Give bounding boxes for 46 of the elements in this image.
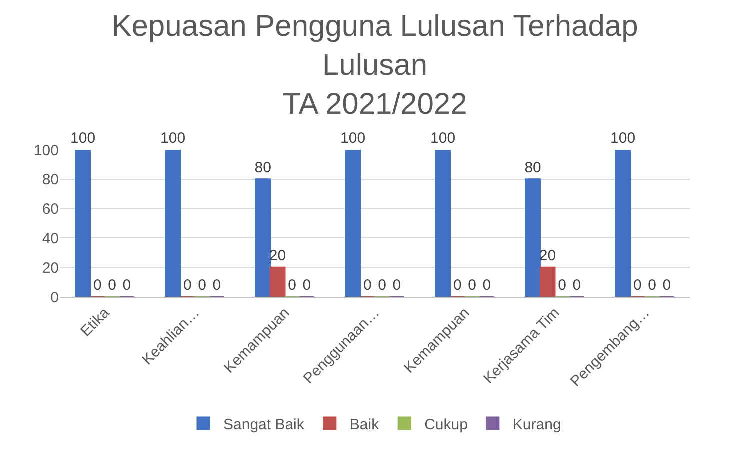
y-tick-label: 20 — [42, 260, 59, 277]
bar — [75, 150, 92, 297]
y-tick-label: 100 — [34, 142, 59, 160]
data-label: 0 — [364, 277, 372, 294]
data-label: 0 — [122, 277, 132, 294]
data-label: 0 — [634, 277, 642, 294]
data-label: 0 — [454, 277, 462, 294]
bar — [345, 150, 362, 297]
y-tick-label: 0 — [50, 289, 59, 306]
data-label: 100 — [430, 130, 456, 147]
data-label: 0 — [198, 277, 206, 294]
data-label: 0 — [468, 277, 476, 294]
data-label: 0 — [302, 277, 312, 294]
data-label: 100 — [70, 130, 96, 147]
data-label: 0 — [558, 277, 566, 294]
data-label: 100 — [160, 130, 186, 147]
y-tick-label: 60 — [42, 201, 59, 218]
data-label: 0 — [392, 277, 402, 294]
data-label: 0 — [662, 277, 672, 294]
data-label: 0 — [94, 277, 102, 294]
bar — [165, 150, 182, 297]
y-tick-label: 80 — [42, 172, 59, 189]
data-label: 0 — [572, 277, 582, 294]
data-label: 0 — [108, 277, 116, 294]
legend-label: Cukup — [424, 416, 468, 434]
legend-label: Baik — [350, 416, 380, 434]
data-label: 0 — [288, 277, 296, 294]
data-label: 100 — [340, 130, 366, 147]
bar — [525, 178, 542, 297]
chart-title: Kepuasan Pengguna Lulusan Terhadap Lulusan TA 2021/2022 — [112, 10, 638, 121]
bar — [540, 266, 556, 297]
data-label: 80 — [254, 159, 272, 176]
bar — [435, 150, 452, 297]
data-label: 0 — [482, 277, 492, 294]
legend-label: Sangat Baik — [224, 416, 305, 434]
y-tick-label: 40 — [42, 230, 59, 248]
bar — [615, 150, 632, 297]
data-label: 100 — [610, 130, 636, 147]
data-label: 0 — [212, 277, 222, 294]
bar — [255, 178, 272, 297]
data-label: 0 — [648, 277, 656, 294]
data-label: 80 — [524, 159, 542, 176]
legend-label: Kurang — [512, 416, 562, 434]
data-label: 0 — [378, 277, 386, 294]
bar — [270, 266, 286, 297]
data-label: 0 — [184, 277, 192, 294]
